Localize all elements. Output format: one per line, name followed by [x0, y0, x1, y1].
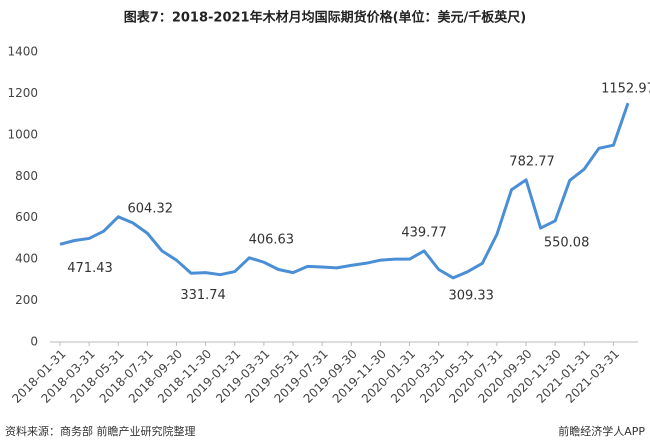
y-tick-label: 1400 [7, 45, 38, 59]
y-tick-label: 800 [15, 169, 38, 183]
value-label: 550.08 [544, 236, 590, 251]
brand: 前瞻经济学人APP [558, 424, 645, 438]
value-label: 604.32 [128, 201, 174, 216]
line [59, 102, 630, 280]
y-tick-label: 1000 [7, 127, 38, 141]
chart-title: 图表7：2018-2021年木材月均国际期货价格(单位：美元/千板英尺) [124, 10, 526, 26]
y-tick-label: 0 [30, 335, 38, 349]
value-label: 782.77 [509, 154, 555, 169]
y-tick-label: 200 [15, 293, 38, 307]
value-label: 471.43 [67, 261, 113, 276]
y-tick-label: 1200 [7, 86, 38, 100]
value-label: 331.74 [180, 288, 226, 303]
value-label: 1152.97 [601, 82, 650, 97]
source: 资料来源：商务部 前瞻产业研究院整理 [5, 424, 196, 438]
value-label: 406.63 [249, 232, 295, 247]
y-tick-label: 600 [15, 210, 38, 224]
value-label: 439.77 [401, 225, 447, 240]
value-label: 309.33 [448, 288, 494, 303]
y-tick-label: 400 [15, 252, 38, 266]
